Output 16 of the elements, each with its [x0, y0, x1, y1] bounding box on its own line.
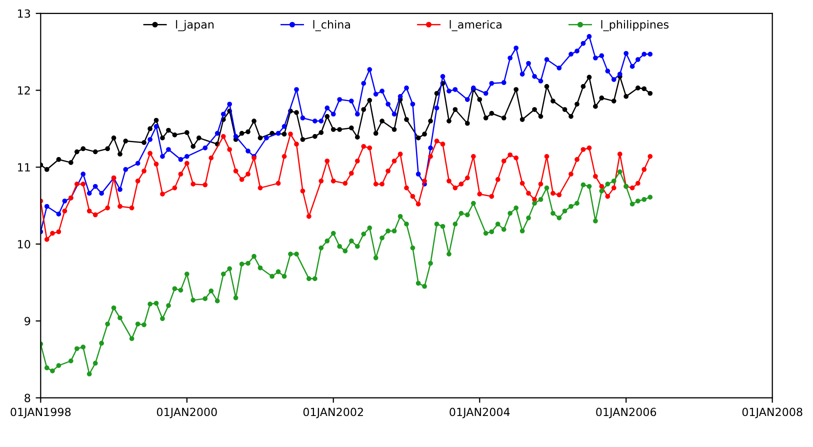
legend-label: l_china	[313, 20, 350, 32]
y-tick-label: 11	[18, 163, 30, 172]
x-tick-label: 01JAN2008	[742, 408, 802, 418]
x-tick-label: 01JAN2004	[450, 408, 510, 418]
legend-label: l_america	[450, 20, 502, 32]
y-tick-label: 9	[24, 316, 30, 326]
y-tick-label: 13	[18, 9, 30, 18]
x-tick-label: 01JAN2002	[303, 408, 363, 418]
y-tick-label: 12	[18, 86, 30, 95]
legend-label: l_japan	[176, 20, 214, 32]
x-tick-label: 01JAN2006	[596, 408, 656, 418]
x-tick-label: 01JAN2000	[156, 408, 217, 418]
legend-label: l_philippines	[601, 20, 669, 32]
y-tick-label: 8	[24, 394, 30, 402]
y-tick-label: 10	[18, 240, 30, 248]
x-tick-label: 01JAN1998	[10, 408, 71, 418]
